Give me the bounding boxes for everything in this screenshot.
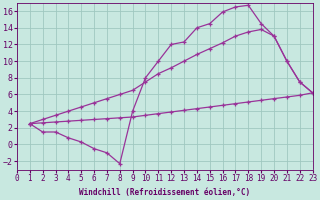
X-axis label: Windchill (Refroidissement éolien,°C): Windchill (Refroidissement éolien,°C)	[79, 188, 250, 197]
